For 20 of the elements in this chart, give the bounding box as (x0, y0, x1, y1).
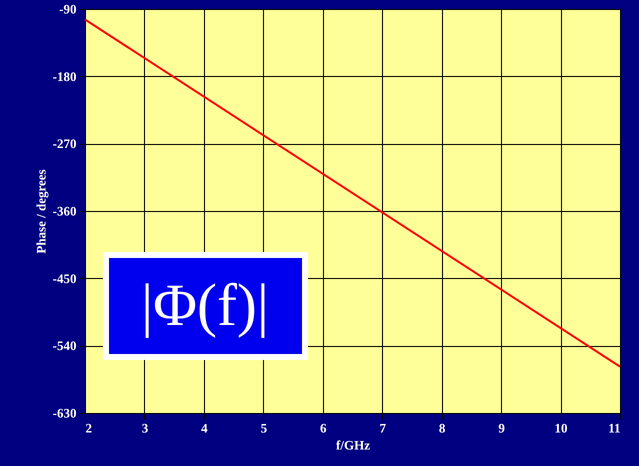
x-tick-label: 8 (438, 420, 446, 436)
x-tick-label: 5 (260, 420, 268, 436)
x-tick-label: 6 (320, 420, 328, 436)
x-tick-label: 9 (498, 420, 506, 436)
annotation: |Φ(f)| (141, 272, 269, 338)
y-tick-label: -360 (52, 204, 76, 218)
x-tick-label: 2 (86, 420, 92, 436)
x-tick-label: 7 (379, 420, 386, 436)
x-tick-label: 10 (554, 420, 568, 436)
x-tick-label: 4 (201, 420, 208, 436)
y-tick-label: -450 (52, 270, 76, 286)
x-tick-label: 11 (608, 420, 620, 436)
y-tick-label: -180 (52, 68, 76, 84)
x-axis-title: f/GHz (336, 438, 370, 452)
y-tick-label: -270 (52, 136, 76, 152)
y-tick-label: -90 (59, 2, 76, 16)
y-tick-label: -630 (52, 406, 76, 420)
y-axis-title: Phase / degrees (34, 169, 49, 254)
y-tick-label: -540 (52, 338, 76, 354)
x-tick-label: 3 (142, 420, 149, 436)
